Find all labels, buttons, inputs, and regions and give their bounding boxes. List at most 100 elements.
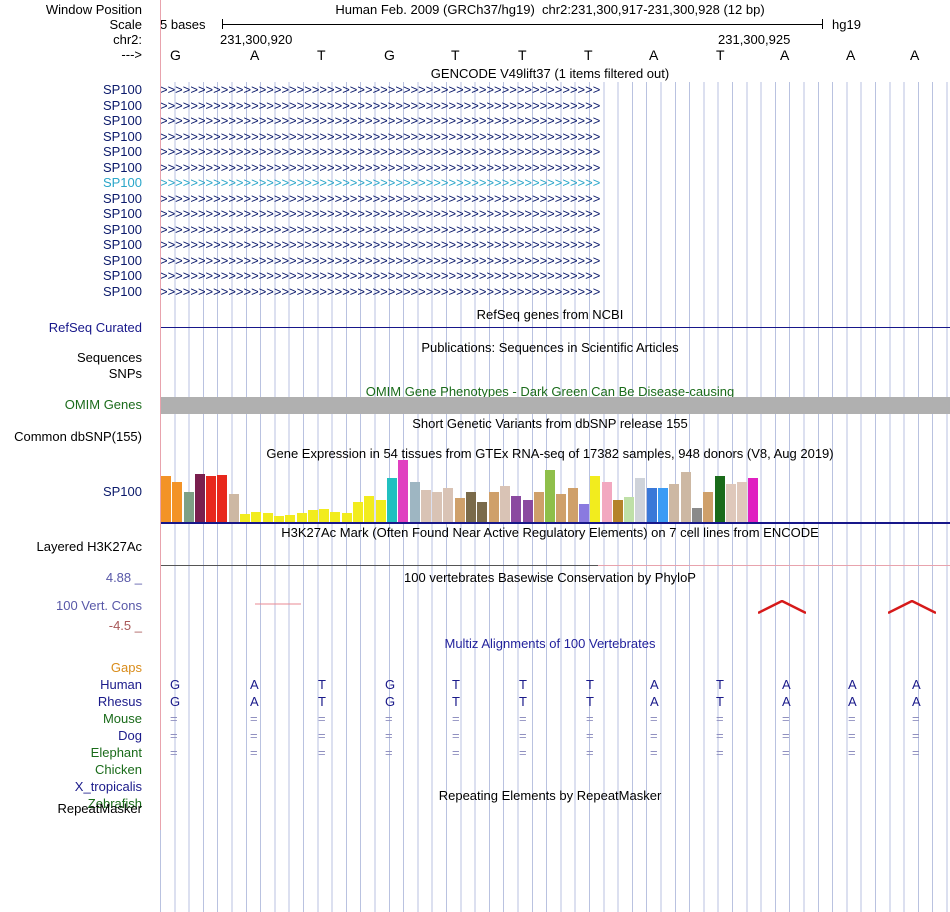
multiz-species-label-chicken[interactable]: Chicken: [0, 762, 150, 777]
tissue-expression-bar[interactable]: [703, 492, 713, 522]
multiz-alignment-row-elephant[interactable]: = = = = = = = = = = = =: [160, 745, 950, 762]
gencode-track-label[interactable]: SP100: [0, 268, 150, 283]
tissue-expression-bar[interactable]: [330, 512, 340, 522]
tissue-expression-bar[interactable]: [477, 502, 487, 522]
snps-label[interactable]: SNPs: [0, 366, 150, 381]
tissue-expression-bar[interactable]: [568, 488, 578, 522]
tissue-expression-bar[interactable]: [432, 492, 442, 522]
gencode-track-row[interactable]: >>>>>>>>>>>>>>>>>>>>>>>>>>>>>>>>>>>>>>>>…: [160, 253, 950, 269]
gene-expression-bar-chart[interactable]: [161, 460, 950, 522]
gencode-track-row[interactable]: >>>>>>>>>>>>>>>>>>>>>>>>>>>>>>>>>>>>>>>>…: [160, 160, 950, 176]
tissue-expression-bar[interactable]: [534, 492, 544, 522]
multiz-species-label-human[interactable]: Human: [0, 677, 150, 692]
vert-cons-label[interactable]: 100 Vert. Cons: [0, 598, 150, 613]
gencode-track-row[interactable]: >>>>>>>>>>>>>>>>>>>>>>>>>>>>>>>>>>>>>>>>…: [160, 206, 950, 222]
gencode-track-label[interactable]: SP100: [0, 237, 150, 252]
gencode-track-label[interactable]: SP100: [0, 222, 150, 237]
gencode-track-label[interactable]: SP100: [0, 129, 150, 144]
tissue-expression-bar[interactable]: [172, 482, 182, 522]
tissue-expression-bar[interactable]: [545, 470, 555, 522]
gencode-track-row[interactable]: >>>>>>>>>>>>>>>>>>>>>>>>>>>>>>>>>>>>>>>>…: [160, 113, 950, 129]
gencode-track-row[interactable]: >>>>>>>>>>>>>>>>>>>>>>>>>>>>>>>>>>>>>>>>…: [160, 191, 950, 207]
gencode-track-label[interactable]: SP100: [0, 113, 150, 128]
tissue-expression-bar[interactable]: [342, 513, 352, 522]
gencode-track-label[interactable]: SP100: [0, 160, 150, 175]
tissue-expression-bar[interactable]: [387, 478, 397, 522]
gencode-track-label[interactable]: SP100: [0, 206, 150, 221]
tissue-expression-bar[interactable]: [466, 492, 476, 522]
tissue-expression-bar[interactable]: [669, 484, 679, 522]
common-dbsnp-label[interactable]: Common dbSNP(155): [0, 429, 150, 444]
tissue-expression-bar[interactable]: [229, 494, 239, 522]
gencode-track-label[interactable]: SP100: [0, 82, 150, 97]
multiz-species-label-gaps[interactable]: Gaps: [0, 660, 150, 675]
tissue-expression-bar[interactable]: [319, 509, 329, 522]
gencode-track-row[interactable]: >>>>>>>>>>>>>>>>>>>>>>>>>>>>>>>>>>>>>>>>…: [160, 237, 950, 253]
refseq-curated-line[interactable]: [160, 327, 950, 328]
gencode-track-row[interactable]: >>>>>>>>>>>>>>>>>>>>>>>>>>>>>>>>>>>>>>>>…: [160, 82, 950, 98]
tissue-expression-bar[interactable]: [421, 490, 431, 522]
multiz-species-label-elephant[interactable]: Elephant: [0, 745, 150, 760]
repeatmasker-label[interactable]: RepeatMasker: [0, 801, 150, 816]
multiz-species-label-rhesus[interactable]: Rhesus: [0, 694, 150, 709]
tissue-expression-bar[interactable]: [489, 492, 499, 522]
tissue-expression-bar[interactable]: [184, 492, 194, 522]
refseq-curated-label[interactable]: RefSeq Curated: [0, 320, 150, 335]
gene-expression-sp100-label[interactable]: SP100: [0, 484, 150, 499]
tissue-expression-bar[interactable]: [308, 510, 318, 522]
tissue-expression-bar[interactable]: [195, 474, 205, 522]
gencode-track-row[interactable]: >>>>>>>>>>>>>>>>>>>>>>>>>>>>>>>>>>>>>>>>…: [160, 98, 950, 114]
tissue-expression-bar[interactable]: [251, 512, 261, 522]
multiz-species-label-x_tropicalis[interactable]: X_tropicalis: [0, 779, 150, 794]
tissue-expression-bar[interactable]: [410, 482, 420, 522]
tissue-expression-bar[interactable]: [297, 513, 307, 522]
tissue-expression-bar[interactable]: [737, 482, 747, 522]
tissue-expression-bar[interactable]: [217, 475, 227, 522]
tissue-expression-bar[interactable]: [658, 488, 668, 522]
multiz-alignment-row-chicken[interactable]: [160, 762, 950, 779]
sequences-label[interactable]: Sequences: [0, 350, 150, 365]
gencode-track-label[interactable]: SP100: [0, 175, 150, 190]
gencode-track-row[interactable]: >>>>>>>>>>>>>>>>>>>>>>>>>>>>>>>>>>>>>>>>…: [160, 175, 950, 191]
tissue-expression-bar[interactable]: [285, 515, 295, 522]
tissue-expression-bar[interactable]: [635, 478, 645, 522]
gencode-track-row[interactable]: >>>>>>>>>>>>>>>>>>>>>>>>>>>>>>>>>>>>>>>>…: [160, 268, 950, 284]
tissue-expression-bar[interactable]: [647, 488, 657, 522]
gencode-track-label[interactable]: SP100: [0, 144, 150, 159]
tissue-expression-bar[interactable]: [556, 494, 566, 522]
tissue-expression-bar[interactable]: [353, 502, 363, 522]
tissue-expression-bar[interactable]: [602, 482, 612, 522]
tissue-expression-bar[interactable]: [579, 504, 589, 522]
tissue-expression-bar[interactable]: [263, 513, 273, 522]
tissue-expression-bar[interactable]: [161, 476, 171, 522]
multiz-species-label-mouse[interactable]: Mouse: [0, 711, 150, 726]
layered-h3k27ac-label[interactable]: Layered H3K27Ac: [0, 539, 150, 554]
multiz-alignment-row-dog[interactable]: = = = = = = = = = = = =: [160, 728, 950, 745]
gencode-track-row[interactable]: >>>>>>>>>>>>>>>>>>>>>>>>>>>>>>>>>>>>>>>>…: [160, 144, 950, 160]
gencode-track-row[interactable]: >>>>>>>>>>>>>>>>>>>>>>>>>>>>>>>>>>>>>>>>…: [160, 129, 950, 145]
tissue-expression-bar[interactable]: [206, 476, 216, 522]
multiz-species-label-dog[interactable]: Dog: [0, 728, 150, 743]
multiz-alignment-row-mouse[interactable]: = = = = = = = = = = = =: [160, 711, 950, 728]
tissue-expression-bar[interactable]: [692, 508, 702, 522]
tissue-expression-bar[interactable]: [398, 460, 408, 522]
omim-genes-bar[interactable]: [160, 397, 950, 414]
tissue-expression-bar[interactable]: [715, 476, 725, 522]
gencode-track-row[interactable]: >>>>>>>>>>>>>>>>>>>>>>>>>>>>>>>>>>>>>>>>…: [160, 284, 950, 300]
tissue-expression-bar[interactable]: [376, 500, 386, 522]
tissue-expression-bar[interactable]: [523, 500, 533, 522]
tissue-expression-bar[interactable]: [624, 497, 634, 522]
gencode-track-row[interactable]: >>>>>>>>>>>>>>>>>>>>>>>>>>>>>>>>>>>>>>>>…: [160, 222, 950, 238]
tissue-expression-bar[interactable]: [590, 476, 600, 522]
tissue-expression-bar[interactable]: [511, 496, 521, 522]
omim-genes-label[interactable]: OMIM Genes: [0, 397, 150, 412]
gencode-track-label[interactable]: SP100: [0, 191, 150, 206]
tissue-expression-bar[interactable]: [240, 514, 250, 522]
tissue-expression-bar[interactable]: [613, 500, 623, 522]
gencode-track-label[interactable]: SP100: [0, 253, 150, 268]
gencode-track-label[interactable]: SP100: [0, 98, 150, 113]
gencode-track-label[interactable]: SP100: [0, 284, 150, 299]
tissue-expression-bar[interactable]: [443, 488, 453, 522]
phylop-track[interactable]: [160, 565, 950, 620]
